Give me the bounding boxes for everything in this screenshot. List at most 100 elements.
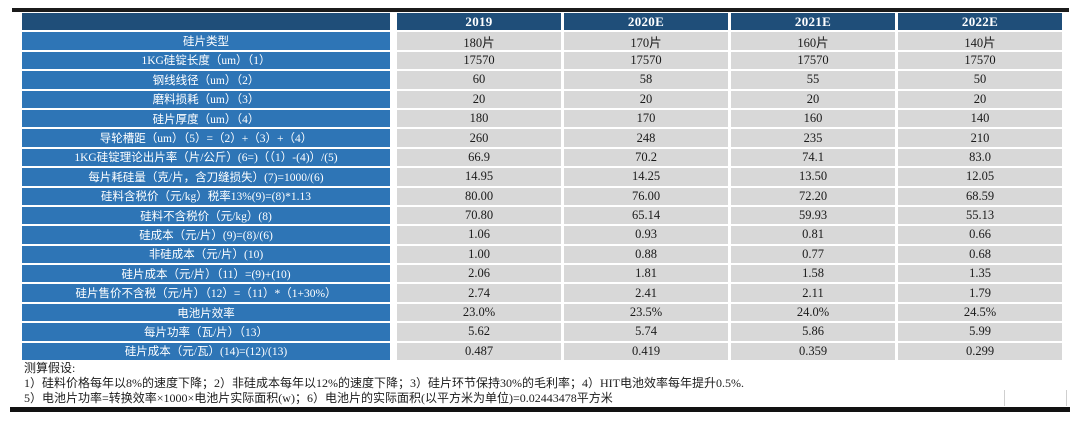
value-cell: 180	[397, 109, 561, 128]
row-label-cell: 硅料含税价（元/kg）税率13%(9)=(8)*1.13	[22, 187, 394, 205]
row-label-cell: 钢线线径（um）（2）	[22, 71, 394, 89]
value-cell: 17570	[564, 51, 728, 70]
value-cell: 66.9	[397, 148, 561, 167]
value-cell: 160	[731, 109, 895, 128]
value-cell: 12.05	[898, 168, 1062, 186]
row-label-cell: 硅片成本（元/片）（11）=(9)+(10)	[22, 265, 394, 283]
value-cell: 24.5%	[898, 303, 1062, 322]
value-cell: 74.1	[731, 148, 895, 167]
value-cell: 2.11	[731, 284, 895, 302]
value-cell: 1.00	[397, 245, 561, 264]
value-cell: 180片	[397, 32, 561, 50]
value-cell: 170片	[564, 32, 728, 50]
value-cell: 140片	[898, 32, 1062, 50]
value-cell: 17570	[898, 51, 1062, 70]
row-label-cell: 每片功率（瓦/片）（13）	[22, 323, 394, 341]
row-label-cell: 电池片效率	[22, 303, 394, 322]
value-cell: 235	[731, 129, 895, 147]
value-cell: 0.359	[731, 342, 895, 361]
assumptions-title: 测算假设:	[24, 361, 76, 375]
value-cell: 0.68	[898, 245, 1062, 264]
value-cell: 17570	[731, 51, 895, 70]
value-cell: 0.299	[898, 342, 1062, 361]
value-cell: 0.93	[564, 226, 728, 244]
value-cell: 0.88	[564, 245, 728, 264]
value-cell: 2.74	[397, 284, 561, 302]
value-cell: 83.0	[898, 148, 1062, 167]
value-cell: 80.00	[397, 187, 561, 205]
value-cell: 248	[564, 129, 728, 147]
row-label-cell: 硅成本（元/片）(9)=(8)/(6)	[22, 226, 394, 244]
footnote-column-divider	[1004, 390, 1005, 406]
value-cell: 160片	[731, 32, 895, 50]
year-header-cell: 2022E	[898, 13, 1062, 31]
row-label-cell: 硅料不含税价（元/kg）(8)	[22, 206, 394, 225]
value-cell: 14.25	[564, 168, 728, 186]
assumption-line-1: 1）硅料价格每年以8%的速度下降；2）非硅成本每年以12%的速度下降；3）硅片环…	[24, 376, 744, 390]
value-cell: 60	[397, 71, 561, 89]
value-cell: 20	[731, 90, 895, 108]
footnote-column-divider	[1066, 390, 1067, 406]
year-header-cell: 2021E	[731, 13, 895, 31]
value-cell: 0.81	[731, 226, 895, 244]
value-cell: 65.14	[564, 206, 728, 225]
row-label-cell: 非硅成本（元/片）(10)	[22, 245, 394, 264]
value-cell: 5.74	[564, 323, 728, 341]
row-label-cell: 硅片厚度（um）（4）	[22, 109, 394, 128]
value-cell: 140	[898, 109, 1062, 128]
value-cell: 2.41	[564, 284, 728, 302]
value-cell: 0.77	[731, 245, 895, 264]
bottom-rule	[10, 407, 1070, 412]
value-cell: 20	[397, 90, 561, 108]
value-cell: 23.5%	[564, 303, 728, 322]
value-cell: 55.13	[898, 206, 1062, 225]
value-cell: 0.66	[898, 226, 1062, 244]
value-cell: 24.0%	[731, 303, 895, 322]
row-label-cell: 导轮槽距（um）（5）=（2）+（3）+（4）	[22, 129, 394, 147]
row-label-cell: 硅片售价不含税（元/片）（12）=（11）*（1+30%）	[22, 284, 394, 302]
assumptions-block: 测算假设: 1）硅料价格每年以8%的速度下降；2）非硅成本每年以12%的速度下降…	[24, 361, 1064, 406]
value-cell: 20	[564, 90, 728, 108]
value-cell: 58	[564, 71, 728, 89]
year-header-cell: 2020E	[564, 13, 728, 31]
row-label-cell: 硅片类型	[22, 32, 394, 50]
assumption-line-2: 5）电池片功率=转换效率×1000×电池片实际面积(w)；6）电池片的实际面积(…	[24, 391, 613, 405]
value-cell: 72.20	[731, 187, 895, 205]
row-label-cell: 硅片成本（元/瓦）(14)=(12)/(13)	[22, 342, 394, 361]
value-cell: 2.06	[397, 265, 561, 283]
value-cell: 210	[898, 129, 1062, 147]
row-label-cell: 1KG硅锭理论出片率（片/公斤）(6=)（（1）-(4)）/(5)	[22, 148, 394, 167]
value-cell: 70.2	[564, 148, 728, 167]
value-cell: 0.419	[564, 342, 728, 361]
value-cell: 59.93	[731, 206, 895, 225]
corner-header-cell	[22, 13, 394, 31]
value-cell: 1.81	[564, 265, 728, 283]
value-cell: 1.79	[898, 284, 1062, 302]
value-cell: 17570	[397, 51, 561, 70]
value-cell: 1.35	[898, 265, 1062, 283]
row-label-cell: 1KG硅锭长度（um）（1）	[22, 51, 394, 70]
value-cell: 14.95	[397, 168, 561, 186]
value-cell: 5.86	[731, 323, 895, 341]
value-cell: 0.487	[397, 342, 561, 361]
value-cell: 5.99	[898, 323, 1062, 341]
value-cell: 20	[898, 90, 1062, 108]
value-cell: 5.62	[397, 323, 561, 341]
value-cell: 68.59	[898, 187, 1062, 205]
value-cell: 1.58	[731, 265, 895, 283]
value-cell: 260	[397, 129, 561, 147]
row-label-cell: 磨料损耗（um）（3）	[22, 90, 394, 108]
value-cell: 55	[731, 71, 895, 89]
value-cell: 50	[898, 71, 1062, 89]
value-cell: 170	[564, 109, 728, 128]
value-cell: 76.00	[564, 187, 728, 205]
top-rule	[12, 8, 1069, 12]
value-cell: 1.06	[397, 226, 561, 244]
row-label-cell: 每片耗硅量（克/片，含刀缝损失）(7)=1000/(6)	[22, 168, 394, 186]
value-cell: 23.0%	[397, 303, 561, 322]
value-cell: 13.50	[731, 168, 895, 186]
year-header-cell: 2019	[397, 13, 561, 31]
value-cell: 70.80	[397, 206, 561, 225]
cost-calculation-table: 2019 2020E 2021E 2022E 硅片类型 180片 170片 160片 140片 1…	[22, 13, 1062, 361]
